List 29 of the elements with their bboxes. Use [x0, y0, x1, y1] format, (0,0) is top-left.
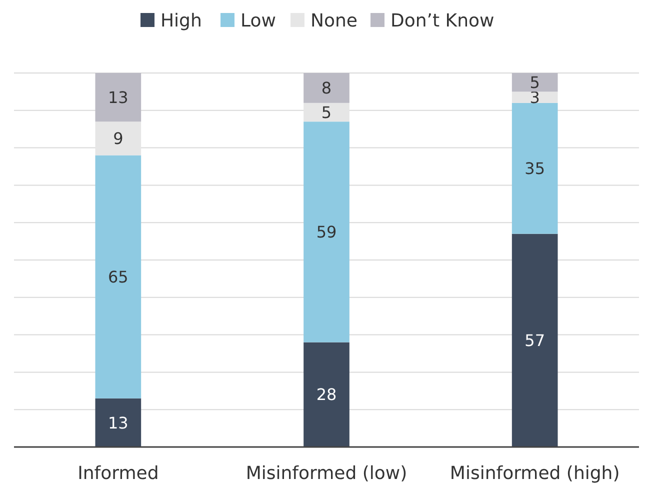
data-label: 13 — [108, 88, 128, 107]
data-label: 28 — [316, 385, 337, 404]
data-label: 57 — [524, 331, 546, 350]
legend-label: High — [160, 10, 202, 32]
bar — [95, 155, 142, 398]
data-label: 65 — [108, 267, 128, 286]
x-tick-label: Misinformed (high) — [450, 463, 620, 484]
data-label: 13 — [108, 413, 128, 432]
bar — [95, 73, 142, 122]
data-label: 5 — [321, 102, 332, 122]
bar — [512, 234, 558, 447]
bar — [95, 122, 142, 156]
legend-label: None — [310, 10, 358, 32]
data-label: 8 — [321, 78, 332, 98]
bar — [512, 92, 558, 103]
data-label: 59 — [316, 222, 337, 242]
bar — [304, 102, 350, 122]
x-tick-label: Informed — [78, 463, 159, 484]
data-label: 35 — [524, 158, 546, 178]
bar — [512, 102, 558, 234]
bar — [304, 73, 350, 103]
legend-label: Don’t Know — [390, 10, 494, 32]
bar — [512, 73, 558, 92]
bar — [304, 342, 350, 447]
x-tick-label: Misinformed (low) — [246, 463, 408, 484]
data-label: 9 — [113, 129, 124, 148]
bar — [304, 122, 350, 342]
legend-label: Low — [240, 10, 276, 32]
bar — [95, 398, 142, 447]
